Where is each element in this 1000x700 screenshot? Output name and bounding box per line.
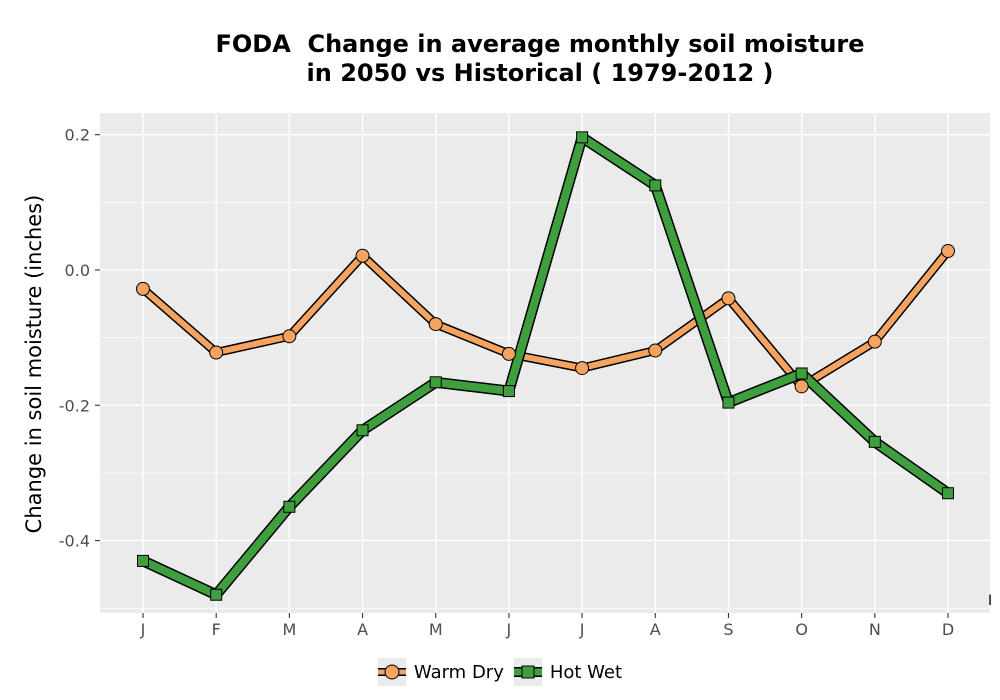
x-tick-label: J bbox=[506, 620, 512, 639]
chart-title-line-1: FODA Change in average monthly soil mois… bbox=[215, 30, 865, 58]
series-line-hot-wet bbox=[139, 133, 952, 599]
point-hot-wet bbox=[942, 487, 954, 500]
y-tick-label: 0.0 bbox=[65, 261, 90, 280]
point-hot-wet bbox=[502, 385, 515, 398]
point-warm-dry bbox=[648, 343, 663, 358]
point-hot-wet bbox=[576, 131, 589, 144]
point-hot-wet bbox=[722, 396, 735, 409]
y-tick-label: -0.2 bbox=[59, 396, 90, 415]
legend-item-warm-dry: Warm Dry bbox=[377, 658, 504, 686]
x-tick-label: S bbox=[723, 620, 733, 639]
legend-label-hot-wet: Hot Wet bbox=[549, 661, 623, 683]
point-warm-dry bbox=[428, 317, 443, 332]
point-warm-dry bbox=[941, 244, 955, 259]
point-hot-wet bbox=[649, 179, 662, 192]
point-hot-wet bbox=[356, 424, 369, 437]
x-tick-label: D bbox=[942, 620, 954, 639]
x-tick-label: M bbox=[282, 620, 296, 639]
x-tick-label: J bbox=[579, 620, 585, 639]
legend-label-warm-dry: Warm Dry bbox=[413, 661, 504, 683]
x-tick-label: A bbox=[357, 620, 368, 639]
point-warm-dry bbox=[575, 361, 590, 376]
y-tick-label: 0.2 bbox=[65, 126, 90, 145]
legend-key-hot-wet bbox=[513, 658, 542, 686]
x-tick-label: O bbox=[795, 620, 808, 639]
point-hot-wet bbox=[868, 435, 881, 448]
point-warm-dry bbox=[794, 379, 809, 394]
legend-item-hot-wet: Hot Wet bbox=[513, 658, 623, 686]
x-tick-label: A bbox=[650, 620, 661, 639]
point-warm-dry bbox=[355, 248, 370, 263]
legend-key-warm-dry bbox=[377, 658, 406, 686]
legend: Warm Dry Hot Wet bbox=[0, 658, 1000, 686]
x-tick-label: J bbox=[140, 620, 146, 639]
chart-title: FODA Change in average monthly soil mois… bbox=[140, 30, 940, 88]
stray-mark: I bbox=[988, 593, 993, 609]
point-warm-dry bbox=[209, 345, 224, 360]
point-hot-wet bbox=[795, 367, 808, 380]
point-hot-wet bbox=[137, 554, 149, 567]
chart-title-line-2: in 2050 vs Historical ( 1979-2012 ) bbox=[306, 59, 774, 87]
x-tick-label: M bbox=[429, 620, 443, 639]
point-warm-dry bbox=[136, 281, 150, 296]
point-warm-dry bbox=[501, 346, 516, 361]
point-hot-wet bbox=[210, 588, 223, 601]
y-tick-label: -0.4 bbox=[59, 532, 90, 551]
point-hot-wet bbox=[283, 500, 296, 513]
point-warm-dry bbox=[721, 291, 736, 306]
point-warm-dry bbox=[282, 329, 297, 344]
x-tick-label: F bbox=[212, 620, 221, 639]
point-warm-dry bbox=[867, 334, 882, 349]
x-tick-label: N bbox=[869, 620, 881, 639]
point-hot-wet bbox=[429, 376, 442, 389]
